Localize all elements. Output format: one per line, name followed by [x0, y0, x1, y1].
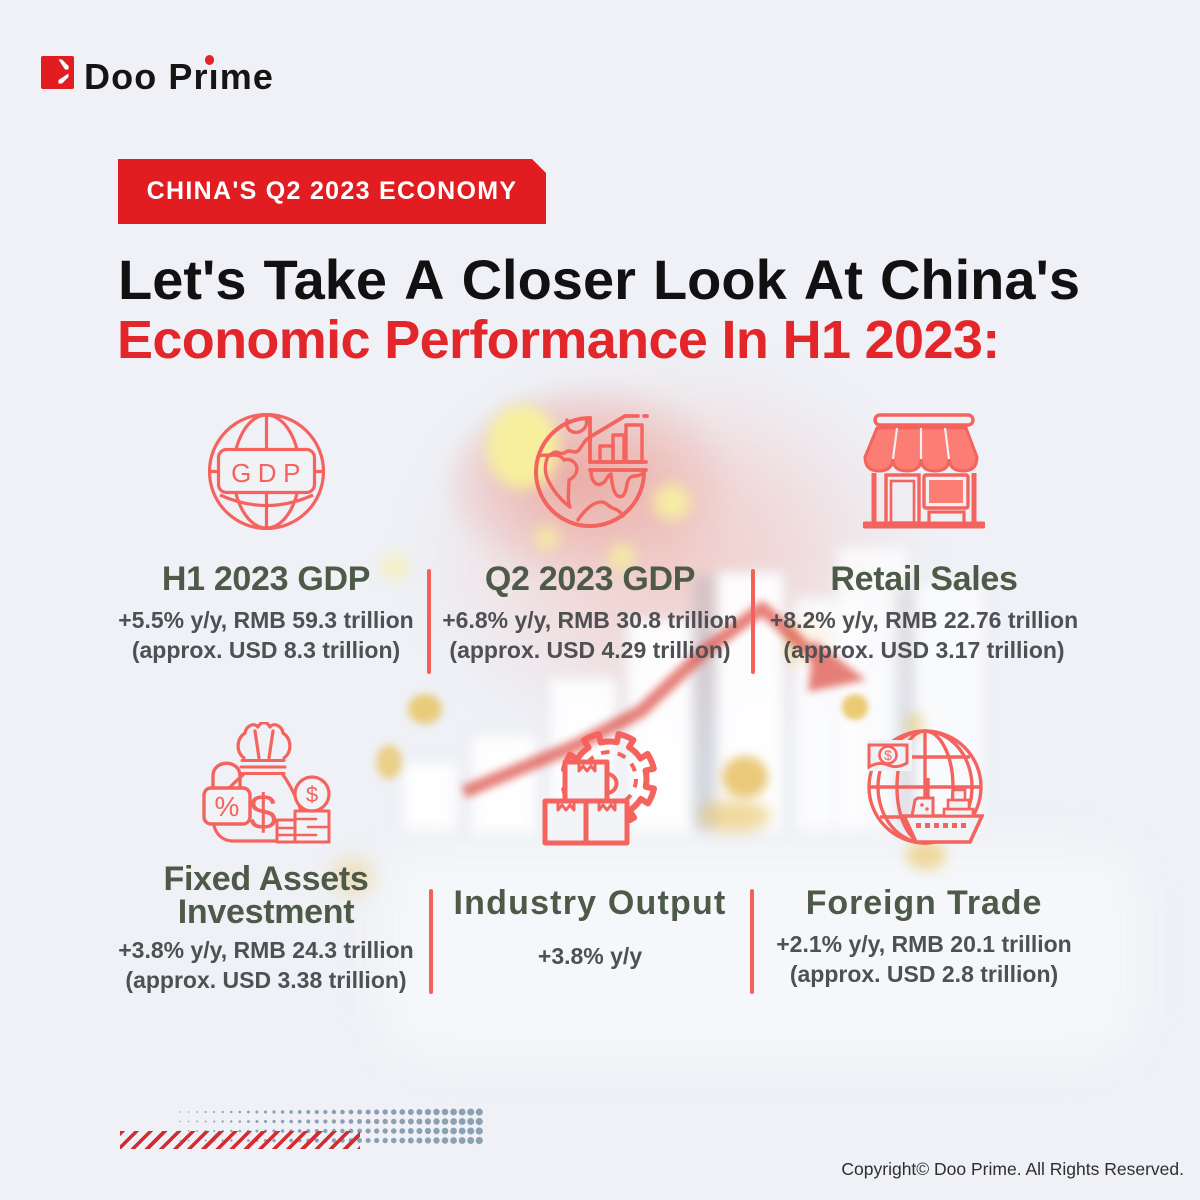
svg-text:%: % [215, 791, 240, 822]
svg-text:GDP: GDP [231, 458, 307, 488]
svg-text:$: $ [306, 782, 318, 807]
svg-text:$: $ [884, 747, 892, 763]
svg-text:$: $ [249, 784, 277, 840]
